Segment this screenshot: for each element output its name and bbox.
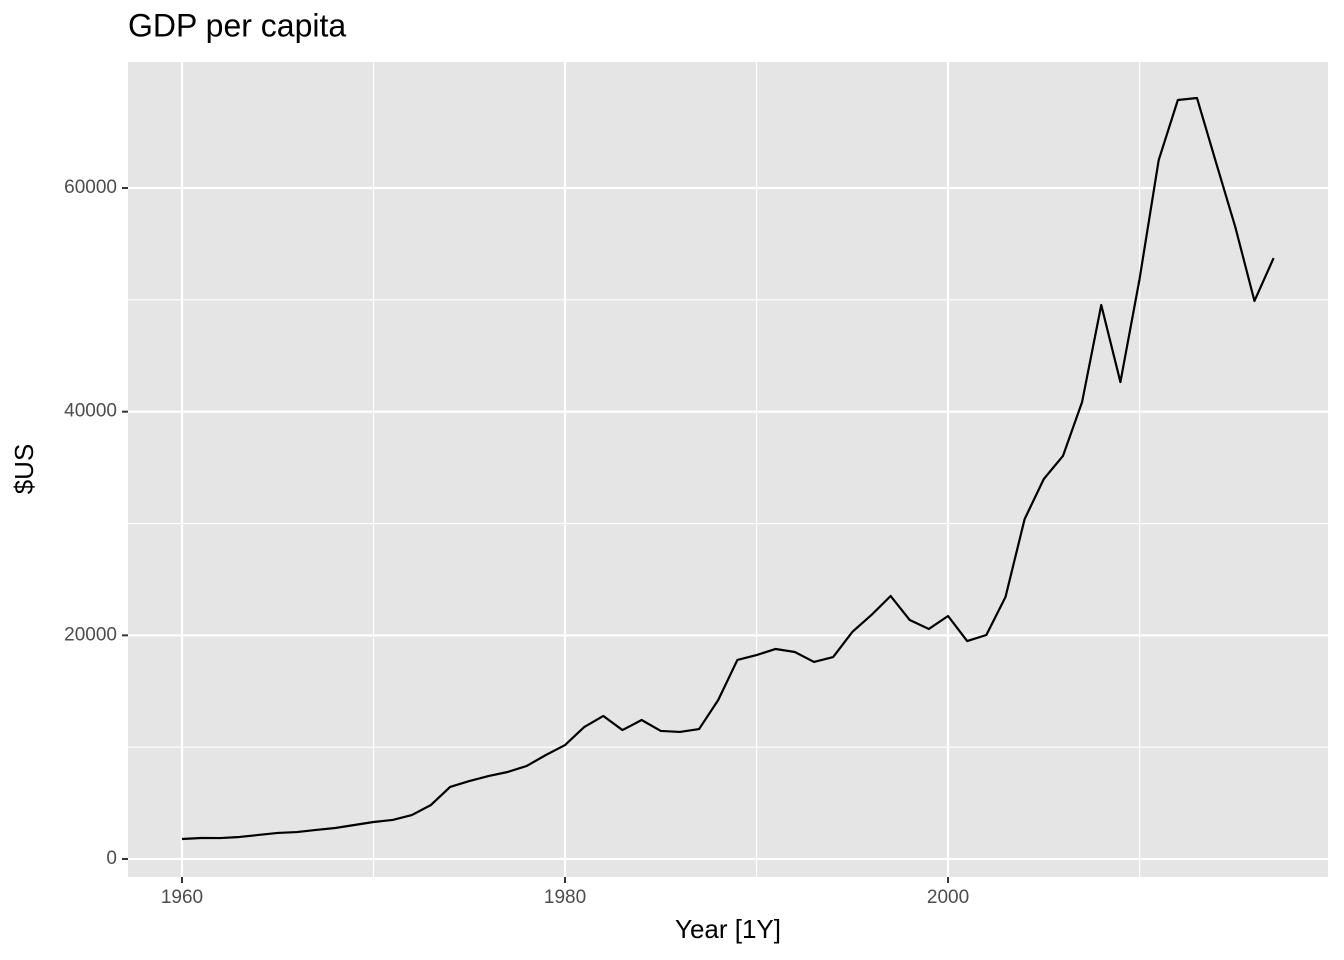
chart-title: GDP per capita — [128, 7, 346, 43]
line — [181, 96, 1275, 841]
x-tick-label: 1960 — [161, 887, 203, 908]
plot-panel — [128, 62, 1328, 877]
y-tick-label: 40000 — [64, 401, 117, 422]
y-tick-label: 0 — [106, 848, 117, 869]
y-tick-label: 60000 — [64, 177, 117, 198]
x-tick-label: 1980 — [544, 887, 586, 908]
y-axis-label: $US — [9, 444, 39, 495]
y-tick-label: 20000 — [64, 624, 117, 645]
x-tick-label: 2000 — [927, 887, 969, 908]
x-axis-label: Year [1Y] — [675, 914, 781, 944]
